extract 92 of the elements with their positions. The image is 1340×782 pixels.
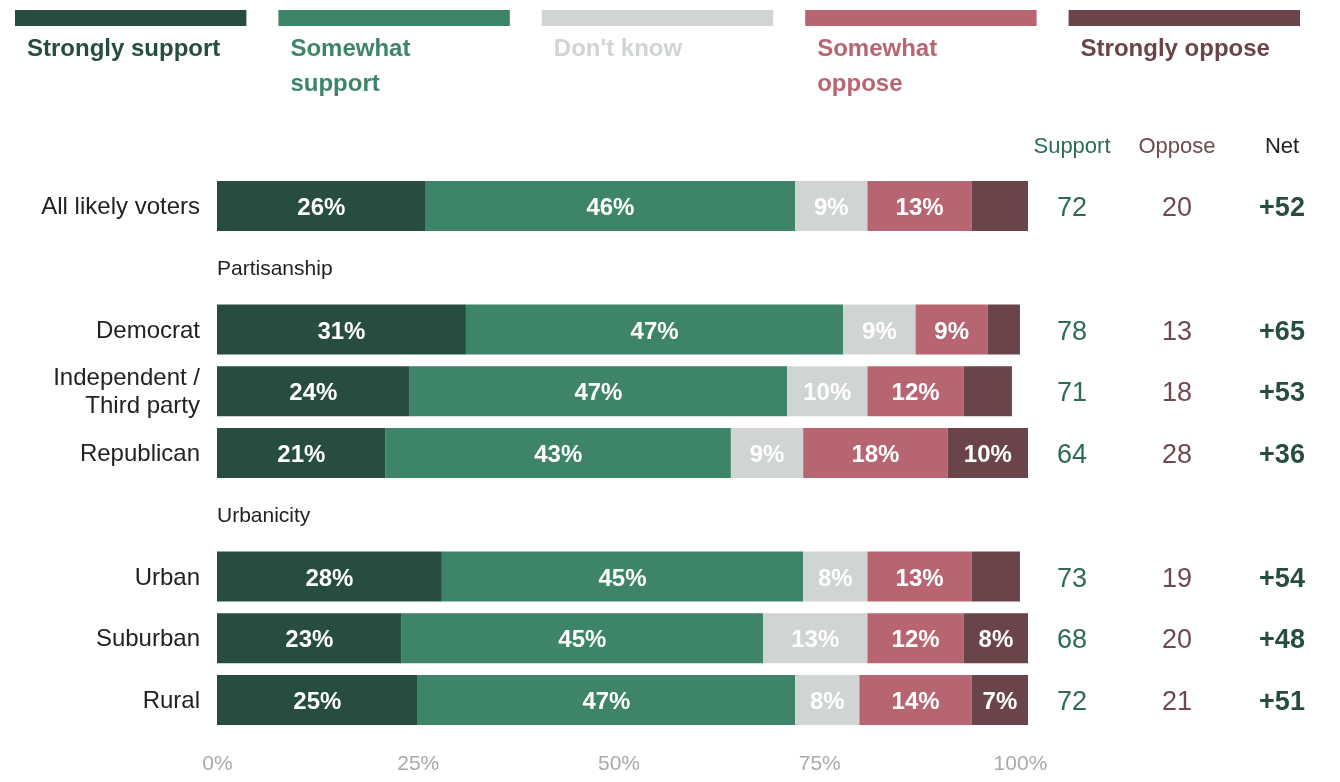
data-label: 46%	[586, 193, 635, 220]
text: Strongly support	[27, 34, 221, 61]
x-tick-label: 25%	[397, 750, 440, 774]
data-label: 47%	[630, 316, 679, 344]
y-tick-label: Suburban	[95, 624, 200, 652]
text: +52	[1259, 192, 1305, 222]
bar	[217, 181, 426, 231]
data-label: 10%	[963, 440, 1012, 467]
x-tick-label: 0%	[202, 750, 233, 774]
x-tick-label: 100%	[993, 750, 1048, 774]
text: +51	[1259, 686, 1305, 716]
data-label: 45%	[598, 563, 647, 591]
category-label: Net	[1264, 133, 1300, 158]
data-label: 47%	[574, 378, 623, 406]
bar	[763, 613, 868, 664]
bar	[867, 366, 964, 417]
data-label: 43%	[534, 440, 583, 467]
annotation: Partisanship	[217, 255, 333, 279]
bar	[217, 428, 386, 478]
bar	[867, 551, 972, 602]
bar	[217, 675, 418, 725]
text: 18	[1161, 377, 1193, 408]
bar	[217, 366, 410, 417]
text: 20	[1161, 624, 1193, 655]
y-tick-label: Rural	[142, 686, 200, 713]
text: 71	[1056, 377, 1088, 408]
bar	[217, 613, 402, 664]
bar	[217, 551, 442, 602]
bar	[803, 428, 948, 478]
x-tick-label: 75%	[798, 750, 841, 774]
bar	[987, 304, 1020, 355]
text: Somewhat oppose	[817, 34, 938, 96]
bar	[867, 613, 964, 664]
data-label: 8%	[978, 625, 1014, 653]
text: Strongly oppose	[1080, 34, 1270, 61]
data-label: 21%	[277, 440, 326, 467]
text: 64	[1056, 439, 1088, 469]
bar	[409, 366, 788, 417]
y-tick-label: Democrat	[95, 315, 201, 343]
bar	[963, 366, 1012, 417]
data-label: 28%	[305, 563, 354, 591]
data-label: 31%	[317, 316, 366, 344]
text: 28	[1161, 439, 1193, 469]
data-label: 26%	[297, 193, 346, 220]
y-tick-label: All likely voters	[41, 192, 200, 219]
category-label: Oppose	[1138, 133, 1216, 158]
y-tick-label: Urban	[134, 562, 200, 590]
y-tick-label: Independent / Third party	[53, 363, 201, 419]
data-label: 25%	[293, 687, 342, 714]
bar	[859, 675, 972, 725]
text: +53	[1259, 377, 1305, 408]
text: +48	[1259, 624, 1305, 655]
data-label: 45%	[558, 625, 607, 653]
data-label: 18%	[851, 440, 900, 467]
data-label: 7%	[982, 687, 1018, 714]
bar	[401, 613, 764, 664]
text: 13	[1161, 315, 1193, 346]
text: +36	[1259, 439, 1305, 469]
data-label: 14%	[891, 687, 940, 714]
data-label: 13%	[895, 193, 944, 220]
text: 73	[1056, 562, 1088, 593]
data-label: 12%	[891, 625, 940, 653]
text: 78	[1056, 315, 1088, 346]
bar	[441, 551, 804, 602]
bar	[843, 304, 916, 355]
data-label: 47%	[582, 687, 631, 714]
data-label: 23%	[285, 625, 334, 653]
text: 20	[1161, 192, 1193, 222]
text: 72	[1056, 686, 1088, 716]
data-label: 9%	[934, 316, 970, 344]
bar	[417, 675, 796, 725]
data-label: 12%	[891, 378, 940, 406]
bar	[465, 304, 844, 355]
text: +54	[1259, 562, 1305, 593]
text: +65	[1259, 315, 1305, 346]
bar	[971, 181, 1028, 231]
text: 21	[1161, 686, 1193, 716]
data-label: 24%	[289, 378, 338, 406]
annotation: Urbanicity	[217, 502, 311, 526]
text: Somewhat support	[290, 34, 411, 96]
bar	[425, 181, 796, 231]
bar	[217, 304, 466, 355]
x-tick-label: 50%	[597, 750, 640, 774]
text: 68	[1056, 624, 1088, 655]
y-tick-label: Republican	[79, 439, 200, 466]
bar	[385, 428, 731, 478]
bar	[867, 181, 972, 231]
text: 19	[1161, 562, 1193, 593]
category-label: Support	[1033, 133, 1111, 158]
text: 72	[1056, 192, 1088, 222]
data-label: 13%	[895, 563, 944, 591]
bar	[971, 551, 1020, 602]
